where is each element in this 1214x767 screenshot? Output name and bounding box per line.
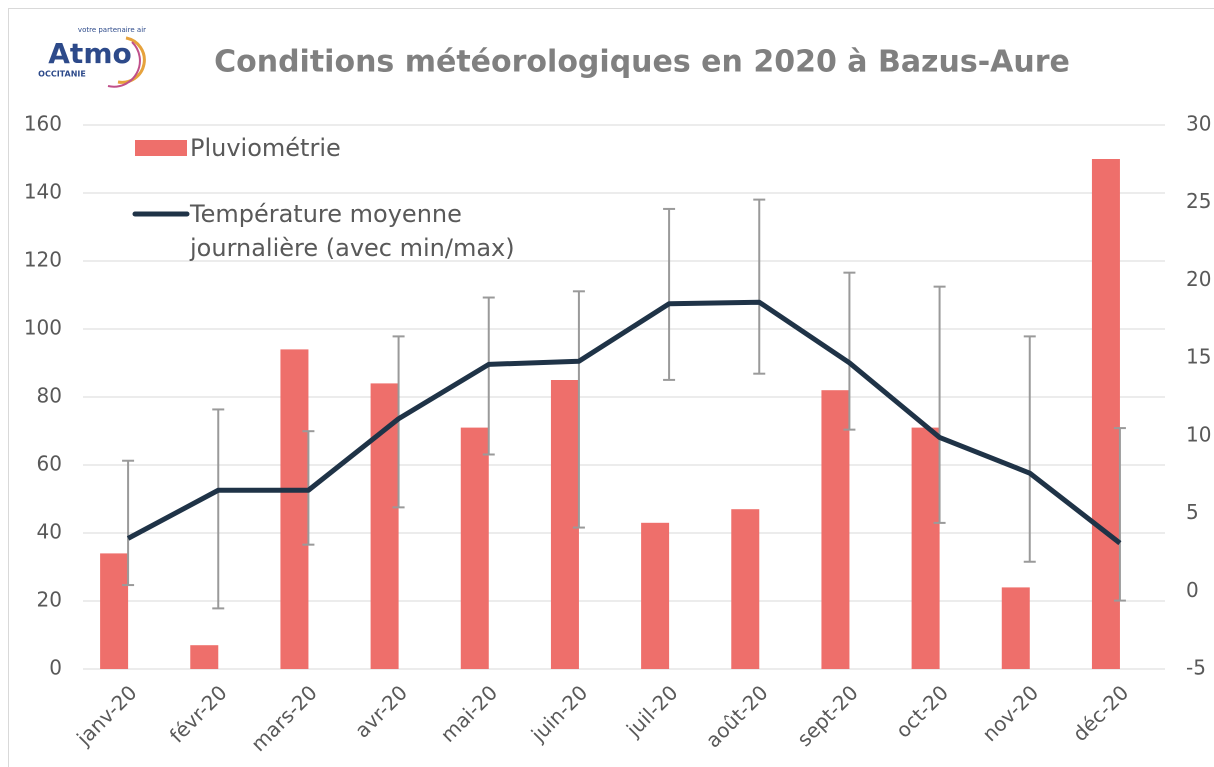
logo-tagline: votre partenaire air: [78, 26, 146, 34]
bar: [190, 645, 219, 669]
bar: [821, 390, 850, 669]
x-tick-label: mai-20: [436, 680, 502, 746]
y-tick-label: 60: [37, 452, 62, 476]
logo-region: OCCITANIE: [38, 70, 86, 79]
x-tick-label: juin-20: [526, 680, 593, 747]
bar: [370, 383, 399, 669]
y2-tick-label: 5: [1186, 500, 1199, 524]
x-tick-label: mars-20: [246, 680, 322, 756]
chart-title: Conditions météorologiques en 2020 à Baz…: [214, 45, 1070, 80]
line: [126, 299, 1122, 546]
bar: [911, 427, 940, 669]
y-tick-label: 120: [24, 248, 62, 272]
y2-tick-label: 20: [1186, 267, 1211, 291]
y2-tick-label: 25: [1186, 189, 1211, 213]
y-tick-label: 140: [24, 180, 62, 204]
logo-arc: [117, 36, 146, 84]
x-tick-label: juil-20: [621, 680, 683, 742]
x-tick-label: août-20: [701, 680, 773, 752]
bar: [550, 380, 579, 669]
y-tick-label: 20: [37, 588, 62, 612]
y-tick-label: 40: [37, 520, 62, 544]
y2-tick-label: 30: [1186, 112, 1211, 136]
y-tick-label: 0: [49, 656, 62, 680]
legend-swatch: [135, 140, 187, 156]
y-tick-label: 80: [37, 384, 62, 408]
logo-arc: [107, 41, 141, 88]
bar: [460, 427, 489, 669]
chart-border: [8, 8, 1214, 767]
x-tick-label: févr-20: [165, 680, 232, 747]
x-tick-label: avr-20: [350, 680, 412, 742]
y-tick-label: 160: [24, 112, 62, 136]
legend-label: Température moyenne journalière (avec mi…: [190, 200, 515, 262]
bar: [641, 522, 670, 669]
x-tick-label: oct-20: [891, 680, 953, 742]
bar: [1091, 159, 1120, 669]
x-tick-label: nov-20: [977, 680, 1043, 746]
logo-name: Atmo: [48, 37, 131, 70]
bar: [280, 349, 309, 669]
x-tick-label: sept-20: [792, 680, 863, 751]
y-tick-label: 100: [24, 316, 62, 340]
x-tick-label: déc-20: [1068, 680, 1134, 746]
bar: [731, 509, 760, 669]
bar: [100, 553, 129, 669]
bar: [1001, 587, 1030, 669]
y2-tick-label: 10: [1186, 422, 1211, 446]
y2-tick-label: 15: [1186, 345, 1211, 369]
x-tick-label: janv-20: [71, 680, 141, 750]
y2-tick-label: -5: [1186, 656, 1206, 680]
legend-label: Pluviométrie: [190, 134, 341, 162]
y2-tick-label: 0: [1186, 578, 1199, 602]
